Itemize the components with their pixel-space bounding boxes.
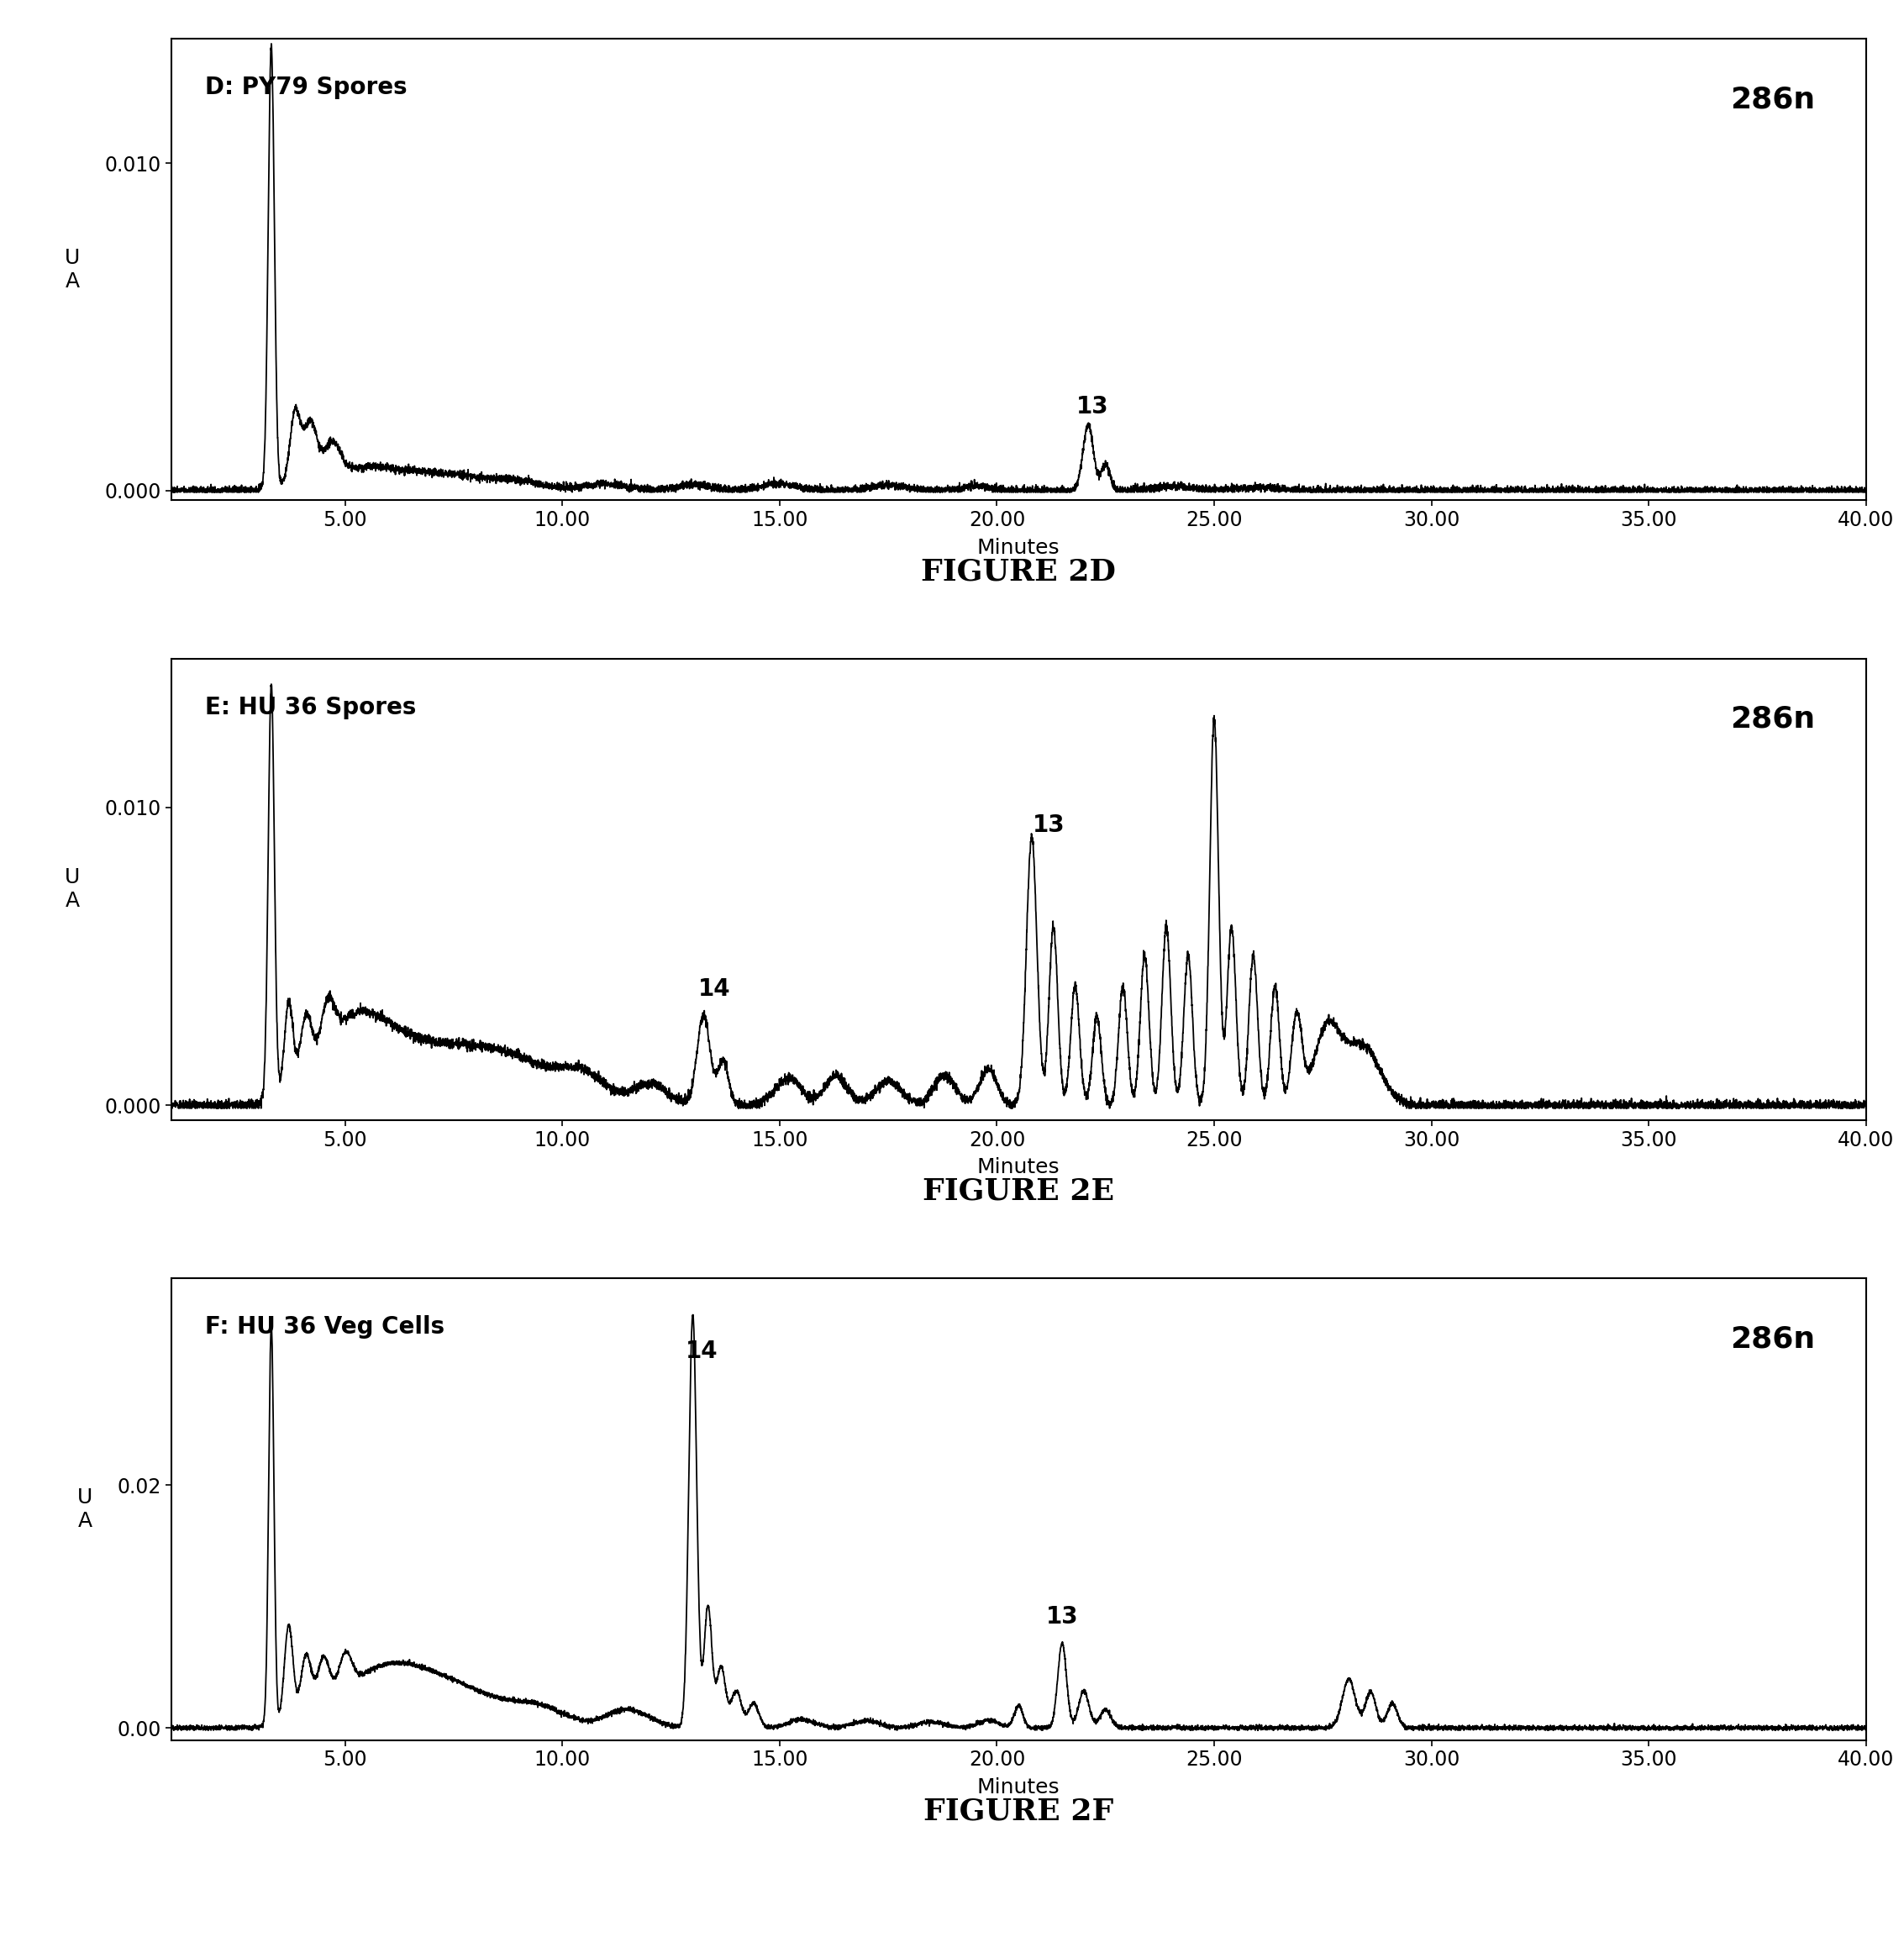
Text: 13: 13 [1076, 395, 1108, 418]
Text: FIGURE 2F: FIGURE 2F [923, 1798, 1114, 1825]
X-axis label: Minutes: Minutes [977, 537, 1061, 558]
Text: 14: 14 [699, 978, 731, 1001]
Y-axis label: U
A: U A [65, 868, 80, 910]
Text: 13: 13 [1032, 814, 1064, 837]
Text: 286n: 286n [1731, 85, 1815, 114]
Y-axis label: U
A: U A [76, 1488, 93, 1530]
Text: 286n: 286n [1731, 1325, 1815, 1354]
Text: F: HU 36 Veg Cells: F: HU 36 Veg Cells [206, 1315, 446, 1338]
Text: 286n: 286n [1731, 705, 1815, 734]
Text: 14: 14 [685, 1340, 718, 1364]
Text: D: PY79 Spores: D: PY79 Spores [206, 76, 407, 99]
X-axis label: Minutes: Minutes [977, 1776, 1061, 1798]
Text: FIGURE 2E: FIGURE 2E [923, 1178, 1114, 1205]
Y-axis label: U
A: U A [65, 248, 80, 291]
Text: 13: 13 [1045, 1604, 1078, 1629]
X-axis label: Minutes: Minutes [977, 1156, 1061, 1178]
Text: FIGURE 2D: FIGURE 2D [922, 558, 1116, 585]
Text: E: HU 36 Spores: E: HU 36 Spores [206, 695, 417, 719]
